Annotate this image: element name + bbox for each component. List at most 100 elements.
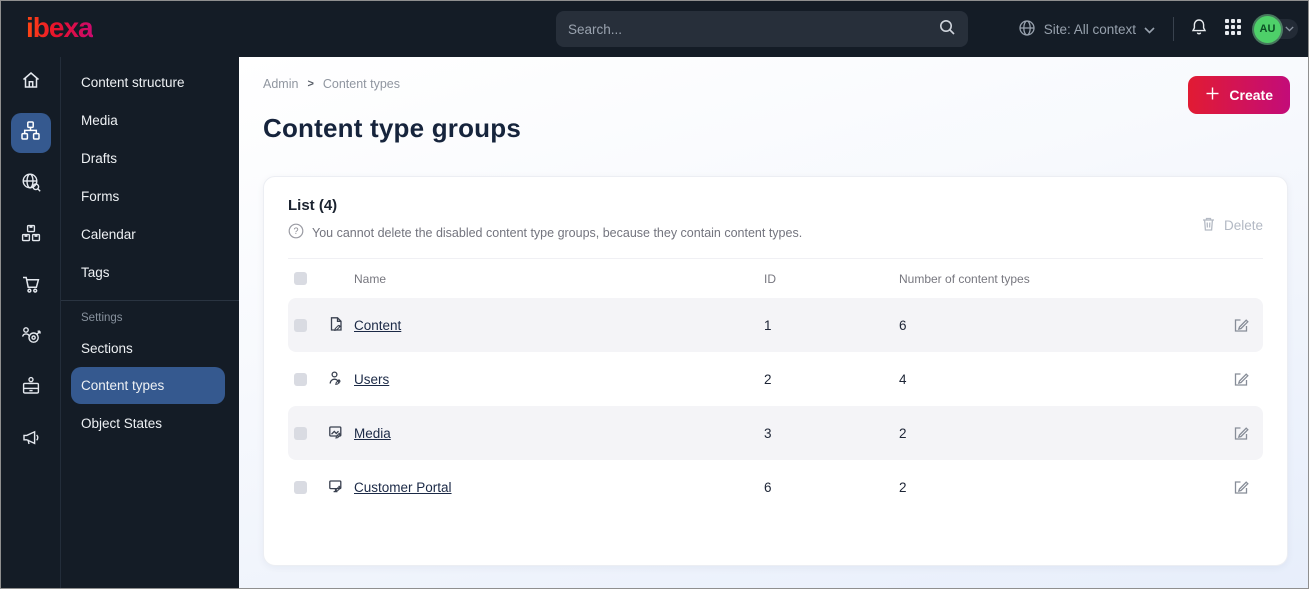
sidebar-item-forms[interactable]: Forms xyxy=(61,177,239,215)
breadcrumb-separator: > xyxy=(307,78,314,90)
row-checkbox[interactable] xyxy=(294,318,307,332)
main-content: Admin > Content types Create Content typ… xyxy=(239,57,1308,588)
globe-icon xyxy=(1018,19,1036,40)
rail-item-site[interactable] xyxy=(11,164,51,204)
top-bar-divider xyxy=(1173,17,1174,41)
sidebar-item-label: Sections xyxy=(81,340,133,356)
create-button[interactable]: Create xyxy=(1188,76,1290,114)
app-switcher-button[interactable] xyxy=(1216,12,1250,46)
edit-button[interactable] xyxy=(1226,472,1256,502)
row-checkbox[interactable] xyxy=(294,426,307,440)
product-catalog-badge-icon xyxy=(20,375,42,402)
breadcrumb: Admin > Content types xyxy=(263,77,1288,91)
sidebar-item-content-types[interactable]: Content types xyxy=(71,367,225,404)
sidebar-divider xyxy=(61,300,239,301)
content-structure-icon xyxy=(20,120,41,146)
page-title: Content type groups xyxy=(263,113,522,143)
group-id: 6 xyxy=(764,479,772,495)
user-icon xyxy=(328,370,344,389)
trash-icon xyxy=(1201,216,1216,235)
row-checkbox[interactable] xyxy=(294,372,307,386)
site-context-label: Site: All context xyxy=(1043,21,1136,37)
delete-button[interactable]: Delete xyxy=(1201,209,1263,242)
rail-item-commerce[interactable] xyxy=(11,215,51,255)
sidebar-item-label: Calendar xyxy=(81,226,136,242)
group-link[interactable]: Users xyxy=(354,371,390,387)
sidebar-section-label: Settings xyxy=(81,312,123,324)
table-row-media: Media 3 2 xyxy=(288,406,1263,460)
sidebar-item-content-structure[interactable]: Content structure xyxy=(61,63,239,101)
global-search xyxy=(556,11,968,47)
rail-item-personalization[interactable] xyxy=(11,317,51,357)
group-link[interactable]: Content xyxy=(354,317,402,333)
select-all-checkbox[interactable] xyxy=(294,272,307,285)
sidebar-item-label: Drafts xyxy=(81,150,118,166)
group-link[interactable]: Media xyxy=(354,425,391,441)
megaphone-icon xyxy=(20,426,42,453)
sidebar-item-media[interactable]: Media xyxy=(61,101,239,139)
rail-item-product-catalog[interactable] xyxy=(11,368,51,408)
ibexa-logo[interactable]: ibexa xyxy=(26,12,94,43)
sidebar-item-tags[interactable]: Tags xyxy=(61,253,239,291)
group-id: 2 xyxy=(764,371,772,387)
create-button-label: Create xyxy=(1229,87,1273,103)
content-type-groups-table: Name ID Number of content types xyxy=(288,258,1263,514)
bell-icon xyxy=(1189,17,1209,42)
rail-item-home[interactable] xyxy=(11,62,51,102)
group-link[interactable]: Customer Portal xyxy=(354,479,452,495)
rail-item-cart[interactable] xyxy=(11,266,51,306)
sidebar-item-sections[interactable]: Sections xyxy=(61,329,239,367)
list-title: List (4) xyxy=(288,197,338,214)
site-search-icon xyxy=(20,171,42,198)
cart-icon xyxy=(20,273,42,300)
sidebar-item-label: Forms xyxy=(81,188,120,204)
sidebar-item-drafts[interactable]: Drafts xyxy=(61,139,239,177)
search-icon[interactable] xyxy=(938,18,956,41)
sidebar-menu: Content structure Media Drafts Forms Cal… xyxy=(61,57,239,588)
plus-icon xyxy=(1205,86,1220,104)
breadcrumb-admin[interactable]: Admin xyxy=(263,77,299,91)
sidebar-item-label: Tags xyxy=(81,264,110,280)
app-body: Content structure Media Drafts Forms Cal… xyxy=(1,57,1308,588)
top-bar: ibexa Site: All context xyxy=(1,1,1308,57)
group-count: 2 xyxy=(899,479,907,495)
user-menu-chevron xyxy=(1276,19,1298,39)
avatar: AU xyxy=(1254,15,1281,43)
sidebar-item-calendar[interactable]: Calendar xyxy=(61,215,239,253)
table-row-customer-portal: Customer Portal 6 2 xyxy=(288,460,1263,514)
user-menu[interactable]: AU xyxy=(1254,15,1298,43)
breadcrumb-content-types[interactable]: Content types xyxy=(322,77,401,91)
sidebar-item-label: Content types xyxy=(81,378,165,393)
edit-button[interactable] xyxy=(1226,364,1256,394)
chevron-down-icon xyxy=(1144,22,1155,37)
column-header-count: Number of content types xyxy=(899,271,1030,286)
sidebar-item-label: Media xyxy=(81,112,118,128)
sidebar-item-object-states[interactable]: Object States xyxy=(61,404,239,442)
home-icon xyxy=(20,69,42,96)
table-row-users: Users 2 4 xyxy=(288,352,1263,406)
group-id: 3 xyxy=(764,425,772,441)
site-context-selector[interactable]: Site: All context xyxy=(1008,19,1165,40)
helper-text: You cannot delete the disabled content t… xyxy=(312,225,803,240)
group-id: 1 xyxy=(764,317,772,333)
rail-item-content-structure[interactable] xyxy=(10,113,51,153)
row-checkbox[interactable] xyxy=(294,480,307,494)
search-input[interactable] xyxy=(568,21,938,37)
group-count: 4 xyxy=(899,371,907,387)
column-header-id: ID xyxy=(764,271,776,286)
content-icon xyxy=(328,316,344,335)
edit-button[interactable] xyxy=(1226,418,1256,448)
group-count: 6 xyxy=(899,317,907,333)
rail-item-marketing[interactable] xyxy=(11,419,51,459)
top-bar-actions: Site: All context xyxy=(1008,1,1298,57)
name-cell: Users xyxy=(328,370,764,389)
table-row-content: Content 1 6 xyxy=(288,298,1263,352)
helper-row: ? You cannot delete the disabled content… xyxy=(288,223,802,242)
name-cell: Content xyxy=(328,316,764,335)
edit-button[interactable] xyxy=(1226,310,1256,340)
panel-header: List (4) ? You cannot delete the disable… xyxy=(288,197,1263,242)
notifications-button[interactable] xyxy=(1182,12,1216,46)
icon-rail xyxy=(1,57,61,588)
svg-text:?: ? xyxy=(293,226,298,236)
